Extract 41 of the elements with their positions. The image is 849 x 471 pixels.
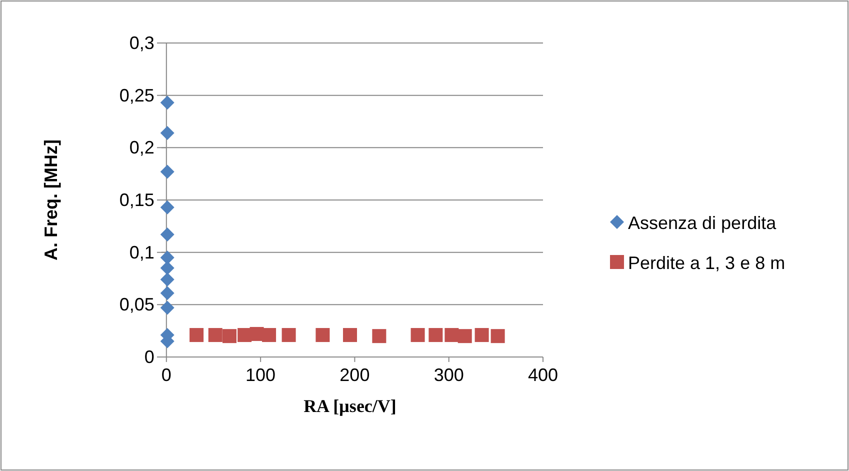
point — [160, 272, 174, 287]
y-axis-title: A. Freq. [MHz] — [41, 140, 61, 260]
point — [343, 328, 357, 342]
x-tick-label: 0 — [161, 365, 172, 385]
y-tick-label: 0 — [144, 347, 154, 367]
point — [160, 228, 174, 242]
x-tick-label: 200 — [340, 365, 370, 385]
point — [222, 329, 236, 344]
point — [428, 328, 443, 342]
point — [238, 328, 252, 342]
y-tick-label: 0,2 — [129, 138, 154, 158]
point — [262, 328, 276, 342]
point — [444, 328, 459, 342]
point — [160, 126, 174, 140]
y-tick-label: 0,25 — [119, 85, 154, 106]
point — [160, 96, 174, 110]
legend-label: Perdite a 1, 3 e 8 m — [628, 253, 786, 273]
y-tick-label: 0,3 — [129, 33, 154, 53]
point — [282, 328, 296, 342]
point — [474, 328, 489, 342]
point — [190, 328, 204, 342]
point — [160, 300, 174, 315]
point — [372, 329, 386, 344]
x-tick-label: 300 — [434, 365, 464, 385]
point — [160, 250, 174, 265]
point — [490, 329, 505, 344]
y-tick-label: 0,15 — [119, 190, 154, 210]
point — [160, 261, 174, 276]
y-tick-label: 0,05 — [119, 294, 154, 315]
legend-label: Assenza di perdita — [628, 213, 778, 233]
point — [160, 286, 174, 300]
point — [458, 329, 472, 344]
point — [160, 164, 174, 179]
x-tick-label: 400 — [528, 365, 558, 385]
y-tick-label: 0,1 — [129, 242, 154, 262]
point — [316, 328, 330, 342]
x-tick-label: 100 — [246, 365, 276, 385]
point — [410, 328, 425, 342]
point — [208, 328, 222, 342]
point — [160, 200, 174, 214]
x-axis-title: RA [µsec/V] — [304, 396, 396, 416]
